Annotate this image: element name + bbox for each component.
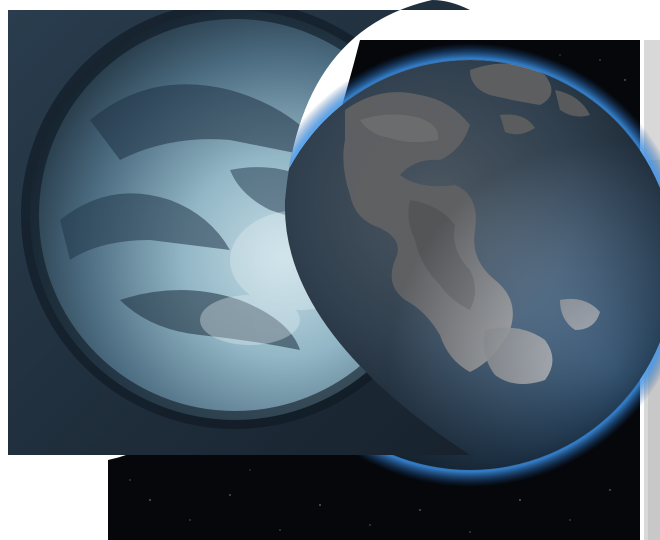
earth-globe xyxy=(265,60,660,470)
cloud-swirls xyxy=(60,84,334,350)
earth-landmass xyxy=(265,60,660,470)
